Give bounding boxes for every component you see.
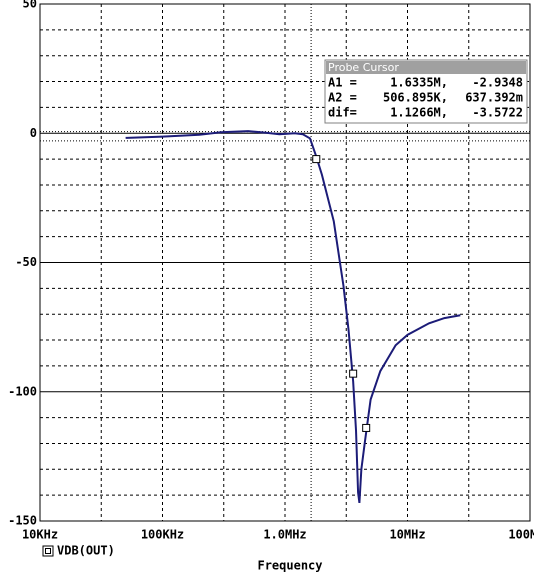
x-axis-label: Frequency [257, 559, 322, 573]
x-tick-label: 100MHz [508, 528, 534, 542]
legend-symbol [45, 548, 51, 554]
x-tick-label: 10MHz [389, 528, 425, 542]
probe-row-label: A2 = [328, 91, 357, 105]
probe-title-bar [326, 61, 526, 74]
probe-row-label: A1 = [328, 76, 357, 90]
y-tick-label: 50 [23, 0, 37, 11]
probe-row-x: 506.895K, [383, 91, 448, 105]
legend-symbol [42, 545, 54, 557]
y-tick-label: -100 [8, 384, 37, 398]
x-tick-label: 10KHz [22, 528, 58, 542]
y-tick-label: -50 [15, 255, 37, 269]
trace-marker [349, 369, 358, 378]
plot-border [39, 3, 531, 522]
trace-marker [362, 423, 371, 432]
x-tick-label: 100KHz [141, 528, 184, 542]
trace [125, 130, 461, 504]
probe-title: Probe Cursor [328, 61, 399, 74]
probe-row-x: 1.1266M, [390, 106, 448, 120]
x-tick-label: 1.0MHz [263, 528, 306, 542]
probe-row-y: -3.5722 [472, 106, 523, 120]
y-tick-label: -150 [8, 514, 37, 528]
probe-row-x: 1.6335M, [390, 76, 448, 90]
probe-cursor-window: Probe Cursor A1 = 1.6335M, -2.9348 A2 = 506.8… [324, 59, 528, 124]
probe-row-label: dif= [328, 106, 357, 120]
probe-row-y: 637.392m [465, 91, 523, 105]
probe-row-y: -2.9348 [472, 76, 523, 90]
legend-label: VDB(OUT) [57, 544, 115, 558]
y-tick-label: 0 [30, 126, 37, 140]
trace-marker [312, 155, 321, 164]
